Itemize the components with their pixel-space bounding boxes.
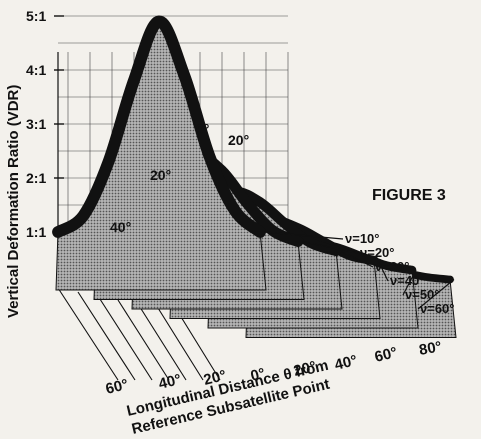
- x-tick-label-1: 40°: [157, 371, 183, 393]
- surface-slab-0: [55, 20, 267, 291]
- y-tick-label: 4:1: [26, 62, 46, 78]
- series-label-4: ν=50°: [405, 287, 439, 302]
- y-tick-label: 5:1: [26, 8, 46, 24]
- surface-angle-label-3: 40°: [110, 219, 131, 235]
- figure-label: FIGURE 3: [372, 187, 446, 204]
- surface-angle-label-1: 20°: [228, 132, 249, 148]
- series-label-5: ν=60°: [420, 301, 454, 316]
- y-axis-label: Vertical Deformation Ratio (VDR): [5, 85, 22, 318]
- surface-angle-label-0: 0°: [196, 121, 209, 137]
- depth-line: [97, 295, 153, 381]
- series-label-2: ν=30°: [375, 259, 409, 274]
- x-tick-label-7: 80°: [418, 338, 443, 359]
- depth-line: [137, 303, 187, 381]
- y-tick-label: 1:1: [26, 224, 46, 240]
- x-tick-label-3: 0°: [249, 365, 267, 385]
- surface-ribbons: [52, 15, 457, 338]
- depth-line: [157, 307, 204, 381]
- y-axis-ticks: 5:1 4:1 3:1 2:1 1:1: [26, 8, 64, 286]
- series-ridge-0: [52, 15, 266, 238]
- x-tick-label-6: 60°: [373, 344, 399, 366]
- y-tick-label: 3:1: [26, 116, 46, 132]
- y-tick-label: 2:1: [26, 170, 46, 186]
- x-tick-label-4: 20°: [292, 358, 318, 380]
- series-legend: ν=10°ν=20°ν=30°ν=40°ν=50°ν=60°: [263, 231, 454, 316]
- series-label-1: ν=20°: [360, 245, 394, 260]
- depth-line: [57, 287, 119, 381]
- x-tick-label-5: 40°: [333, 352, 359, 374]
- x-tick-label-0: 60°: [104, 376, 130, 398]
- series-label-0: ν=10°: [345, 231, 379, 246]
- depth-line: [117, 299, 170, 381]
- x-tick-label-2: 20°: [202, 367, 228, 389]
- depth-line: [177, 311, 221, 381]
- depth-baselines: [57, 287, 221, 381]
- series-label-3: ν=40°: [390, 273, 424, 288]
- surface-angle-label-2: 20°: [150, 167, 171, 183]
- depth-line: [77, 291, 136, 381]
